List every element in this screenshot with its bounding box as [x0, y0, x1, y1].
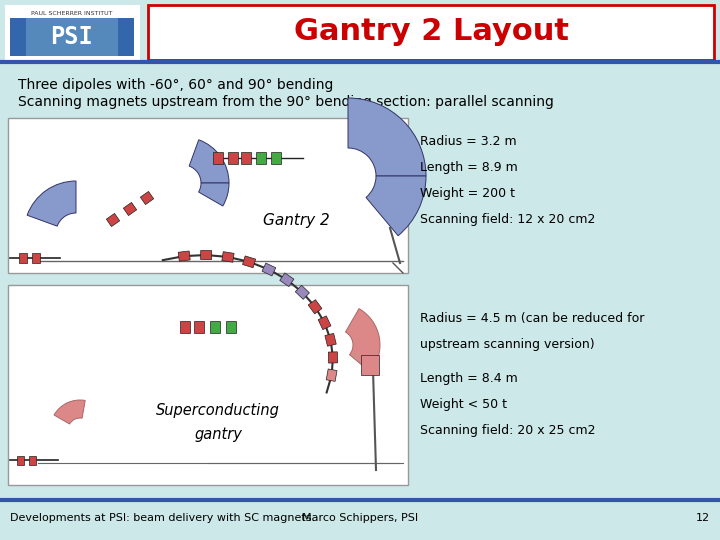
Text: Three dipoles with -60°, 60° and 90° bending: Three dipoles with -60°, 60° and 90° ben…	[18, 78, 333, 92]
Text: PSI: PSI	[50, 25, 94, 49]
FancyBboxPatch shape	[19, 253, 27, 263]
Text: Weight < 50 t: Weight < 50 t	[420, 398, 507, 411]
FancyBboxPatch shape	[10, 18, 26, 56]
Wedge shape	[199, 183, 229, 206]
Wedge shape	[366, 176, 426, 236]
FancyBboxPatch shape	[5, 5, 140, 60]
Text: PAUL SCHERRER INSTITUT: PAUL SCHERRER INSTITUT	[31, 11, 113, 16]
FancyBboxPatch shape	[123, 202, 137, 215]
FancyBboxPatch shape	[280, 273, 294, 287]
FancyBboxPatch shape	[201, 251, 212, 260]
FancyBboxPatch shape	[325, 333, 336, 346]
FancyBboxPatch shape	[29, 456, 35, 464]
Text: Developments at PSI: beam delivery with SC magnets.: Developments at PSI: beam delivery with …	[10, 513, 315, 523]
FancyBboxPatch shape	[10, 18, 134, 56]
FancyBboxPatch shape	[194, 321, 204, 333]
Text: Scanning field: 20 x 25 cm2: Scanning field: 20 x 25 cm2	[420, 424, 595, 437]
Text: Marco Schippers, PSI: Marco Schippers, PSI	[302, 513, 418, 523]
FancyBboxPatch shape	[226, 321, 236, 333]
Wedge shape	[348, 98, 426, 176]
FancyBboxPatch shape	[256, 152, 266, 164]
Wedge shape	[54, 400, 85, 424]
FancyBboxPatch shape	[148, 5, 714, 60]
FancyBboxPatch shape	[210, 321, 220, 333]
FancyBboxPatch shape	[295, 285, 310, 299]
Text: 12: 12	[696, 513, 710, 523]
Text: Scanning magnets upstream from the 90° bending section: parallel scanning: Scanning magnets upstream from the 90° b…	[18, 95, 554, 109]
FancyBboxPatch shape	[241, 152, 251, 164]
FancyBboxPatch shape	[32, 253, 40, 263]
Text: Length = 8.4 m: Length = 8.4 m	[420, 372, 518, 385]
Text: Gantry 2: Gantry 2	[263, 213, 330, 227]
Wedge shape	[346, 309, 380, 372]
FancyBboxPatch shape	[243, 256, 256, 268]
FancyBboxPatch shape	[361, 355, 379, 375]
FancyBboxPatch shape	[262, 263, 276, 276]
FancyBboxPatch shape	[8, 285, 408, 485]
Text: Weight = 200 t: Weight = 200 t	[420, 187, 515, 200]
FancyBboxPatch shape	[8, 118, 408, 273]
FancyBboxPatch shape	[140, 192, 153, 205]
FancyBboxPatch shape	[228, 152, 238, 164]
Text: gantry: gantry	[194, 428, 242, 442]
FancyBboxPatch shape	[318, 316, 331, 329]
FancyBboxPatch shape	[222, 252, 234, 262]
FancyBboxPatch shape	[328, 352, 338, 363]
FancyBboxPatch shape	[107, 213, 120, 227]
FancyBboxPatch shape	[213, 152, 223, 164]
Text: Length = 8.9 m: Length = 8.9 m	[420, 161, 518, 174]
Text: Gantry 2 Layout: Gantry 2 Layout	[294, 17, 569, 46]
FancyBboxPatch shape	[118, 18, 134, 56]
Text: Radius = 4.5 m (can be reduced for: Radius = 4.5 m (can be reduced for	[420, 312, 644, 325]
FancyBboxPatch shape	[271, 152, 281, 164]
FancyBboxPatch shape	[308, 300, 322, 314]
Text: Scanning field: 12 x 20 cm2: Scanning field: 12 x 20 cm2	[420, 213, 595, 226]
Text: upstream scanning version): upstream scanning version)	[420, 338, 595, 351]
FancyBboxPatch shape	[326, 369, 337, 381]
Text: Radius = 3.2 m: Radius = 3.2 m	[420, 135, 517, 148]
FancyBboxPatch shape	[179, 251, 190, 261]
Text: Superconducting: Superconducting	[156, 402, 280, 417]
FancyBboxPatch shape	[17, 456, 24, 464]
Wedge shape	[27, 181, 76, 226]
FancyBboxPatch shape	[180, 321, 190, 333]
Wedge shape	[189, 140, 229, 183]
